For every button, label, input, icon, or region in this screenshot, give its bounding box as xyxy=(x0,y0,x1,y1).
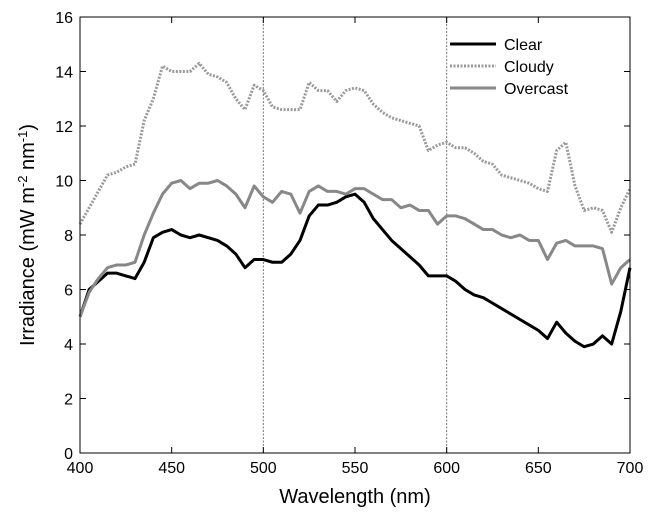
x-tick-label: 400 xyxy=(67,460,94,477)
y-axis-label-part: nm xyxy=(17,142,39,175)
y-tick-label: 14 xyxy=(55,65,73,82)
y-tick-label: 2 xyxy=(64,392,73,409)
y-tick-label: 8 xyxy=(64,228,73,245)
legend-label: Cloudy xyxy=(504,59,554,76)
y-tick-label: 0 xyxy=(64,446,73,463)
x-tick-label: 500 xyxy=(250,460,277,477)
y-tick-label: 10 xyxy=(55,174,73,191)
series-line xyxy=(78,179,631,318)
y-axis-label-part: -1 xyxy=(15,131,30,143)
x-tick-label: 600 xyxy=(433,460,460,477)
x-tick-label: 450 xyxy=(158,460,185,477)
plot-frame xyxy=(79,16,631,454)
y-axis-label: Irradiance (mW m-2 nm-1) xyxy=(15,124,40,346)
y-axis-label-part: Irradiance (mW m xyxy=(17,187,39,346)
series-line xyxy=(78,192,632,349)
y-tick-label: 6 xyxy=(64,283,73,300)
y-axis-label-part: ) xyxy=(17,124,39,131)
x-tick-label: 550 xyxy=(342,460,369,477)
x-tick-label: 700 xyxy=(617,460,644,477)
y-tick-label: 16 xyxy=(55,10,73,27)
x-tick-label: 650 xyxy=(525,460,552,477)
y-axis-label-part: -2 xyxy=(15,176,30,188)
y-tick-label: 4 xyxy=(64,337,73,354)
legend-label: Overcast xyxy=(504,81,569,98)
x-axis-label: Wavelength (nm) xyxy=(279,486,431,508)
y-tick-label: 12 xyxy=(55,119,73,136)
legend-label: Clear xyxy=(504,37,543,54)
